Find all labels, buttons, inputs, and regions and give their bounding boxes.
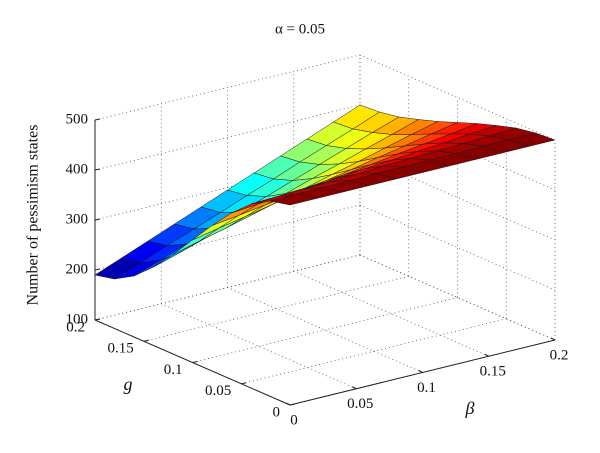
x-tick-label: 0.2 — [550, 347, 569, 363]
tick-mark — [94, 318, 101, 321]
grid-line — [94, 204, 361, 271]
tick-mark — [94, 168, 101, 171]
y-axis-label: g — [124, 374, 133, 394]
tick-mark — [418, 370, 423, 373]
chart-title: α = 0.05 — [275, 21, 325, 37]
tick-mark — [289, 403, 296, 406]
grid-line — [241, 318, 507, 385]
z-axis-label: Number of pessimism states — [25, 125, 42, 306]
tick-mark — [192, 361, 198, 363]
y-tick-label: 0.05 — [205, 383, 231, 399]
x-tick-label: 0.05 — [347, 396, 373, 412]
tick-mark — [94, 118, 101, 121]
tick-mark — [241, 382, 247, 385]
x-tick-label: 0.1 — [417, 380, 436, 396]
x-axis-label: β — [465, 398, 475, 418]
grid-line — [94, 254, 361, 321]
z-tick-label: 400 — [66, 161, 89, 177]
y-tick-label: 0.2 — [66, 319, 85, 335]
z-tick-label: 200 — [66, 261, 89, 277]
grid-line — [143, 275, 409, 342]
tick-mark — [550, 337, 556, 341]
tick-mark — [143, 339, 149, 342]
y-tick-label: 0.1 — [164, 362, 183, 378]
grid-line — [94, 54, 361, 121]
y-tick-label: 0 — [273, 404, 281, 420]
tick-mark — [484, 353, 489, 357]
z-tick-label: 300 — [66, 211, 89, 227]
z-tick-label: 500 — [66, 111, 89, 127]
tick-mark — [94, 268, 101, 271]
z-tick-label: 100 — [66, 311, 89, 327]
tick-mark — [285, 402, 291, 406]
tick-mark — [352, 386, 357, 390]
tick-mark — [94, 218, 101, 221]
grid-line — [94, 104, 361, 171]
x-tick-label: 0 — [290, 412, 298, 428]
grid-line — [94, 154, 361, 221]
grid-line — [192, 297, 458, 363]
surface-patch — [270, 193, 317, 206]
y-tick-label: 0.15 — [108, 341, 134, 357]
x-tick-label: 0.15 — [480, 364, 506, 380]
